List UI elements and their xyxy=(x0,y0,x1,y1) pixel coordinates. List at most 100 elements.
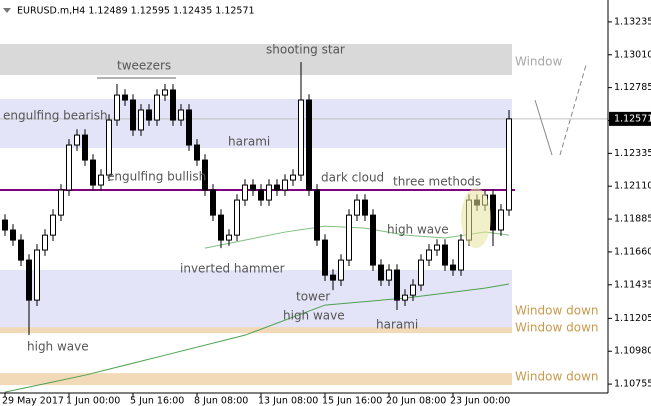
candle-body xyxy=(82,134,88,161)
annotation: three methods xyxy=(393,175,481,189)
candle-body xyxy=(370,214,376,266)
y-tick-label: 1.11435 xyxy=(614,279,651,290)
candle-body xyxy=(434,244,440,251)
candle-body xyxy=(34,249,40,301)
y-tick-label: 1.11660 xyxy=(614,246,651,257)
candle-body xyxy=(242,184,248,201)
candle-body xyxy=(26,259,32,301)
candle-body xyxy=(50,214,56,236)
candle-body xyxy=(98,174,104,186)
symbol-header: EURUSD.m,H4 1.12489 1.12595 1.12435 1.12… xyxy=(17,6,255,17)
candle-body xyxy=(90,159,96,186)
annotation: Window down xyxy=(515,304,599,318)
candle-body xyxy=(450,264,456,271)
menu-icon[interactable] xyxy=(3,8,11,13)
annotation: tower xyxy=(296,290,330,304)
annotation: inverted hammer xyxy=(180,262,285,276)
moving-average xyxy=(4,283,510,393)
annotation: engulfing bearish xyxy=(3,109,108,123)
candle-body xyxy=(498,209,504,231)
y-tick-label: 1.12335 xyxy=(614,148,651,159)
candle-body xyxy=(58,189,64,216)
candle-body xyxy=(10,229,16,241)
y-tick-label: 1.10980 xyxy=(614,346,651,357)
axes: 1.132351.130101.127851.125601.123351.121… xyxy=(2,16,651,406)
last-price-box xyxy=(609,111,651,126)
candle-body xyxy=(186,109,192,146)
annotation: Window xyxy=(515,55,563,69)
candle-body xyxy=(330,274,336,281)
candle-body xyxy=(418,259,424,286)
annotation: high wave xyxy=(387,223,449,237)
candle-body xyxy=(218,214,224,241)
candle-body xyxy=(234,199,240,236)
y-tick-label: 1.11205 xyxy=(614,313,651,324)
candle-body xyxy=(162,89,168,96)
candle-body xyxy=(282,179,288,191)
candle-body xyxy=(346,214,352,261)
candle-body xyxy=(378,264,384,281)
annotation: tweezers xyxy=(117,59,171,73)
candle-body xyxy=(362,199,368,216)
x-tick-label: 15 Jun 16:00 xyxy=(322,396,382,406)
annotation: harami xyxy=(376,318,418,332)
candle-body xyxy=(306,99,312,191)
candle-body xyxy=(290,174,296,181)
annotation: Window down xyxy=(515,321,599,335)
candle-body xyxy=(266,184,272,201)
candle-body xyxy=(490,194,496,231)
candle-body xyxy=(410,284,416,296)
zone xyxy=(0,270,512,331)
y-tick-label: 1.12110 xyxy=(614,181,651,192)
x-tick-label: 5 Jun 16:00 xyxy=(130,396,184,406)
y-tick-label: 1.11885 xyxy=(614,214,651,225)
forecast-line xyxy=(534,99,553,156)
zone xyxy=(0,373,512,386)
candle-body xyxy=(458,239,464,271)
candle-body xyxy=(170,89,176,121)
candle-body xyxy=(2,219,8,231)
candle-body xyxy=(250,184,256,191)
zone xyxy=(0,43,512,76)
x-tick-label: 8 Jun 08:00 xyxy=(194,396,248,406)
candle-body xyxy=(122,94,128,101)
annotation: harami xyxy=(228,135,270,149)
candle-body xyxy=(154,94,160,121)
zones xyxy=(0,43,512,386)
candle-body xyxy=(194,144,200,161)
x-tick-label: 13 Jun 08:00 xyxy=(258,396,318,406)
candle-body xyxy=(178,109,184,121)
candle-body xyxy=(66,144,72,191)
last-price-label: 1.12571 xyxy=(614,113,651,124)
candle-body xyxy=(298,99,304,176)
three-methods-highlight xyxy=(461,188,491,248)
annotation: Window down xyxy=(515,370,599,384)
candle-body xyxy=(226,234,232,241)
zone xyxy=(0,327,512,334)
candle-body xyxy=(74,134,80,146)
candle-body xyxy=(506,118,512,211)
x-tick-label: 1 Jun 00:00 xyxy=(66,396,120,406)
candle-body xyxy=(146,109,152,121)
candle-body xyxy=(202,159,208,191)
candle-body xyxy=(314,189,320,241)
marks xyxy=(0,62,608,393)
annotation: high wave xyxy=(283,309,345,323)
candle-body xyxy=(138,109,144,131)
y-tick-label: 1.12785 xyxy=(614,82,651,93)
annotation: dark cloud xyxy=(321,171,384,185)
candle-body xyxy=(42,234,48,251)
annotation: high wave xyxy=(27,340,89,354)
annotation: shooting star xyxy=(266,43,345,57)
x-tick-label: 29 May 2017 xyxy=(2,396,64,406)
candle-body xyxy=(442,244,448,266)
candle-body xyxy=(114,94,120,121)
x-tick-label: 20 Jun 08:00 xyxy=(386,396,446,406)
candle-body xyxy=(274,184,280,191)
forecast-line xyxy=(559,64,587,156)
candle-body xyxy=(394,269,400,301)
candle-body xyxy=(322,239,328,276)
candle-body xyxy=(106,119,112,176)
candle-body xyxy=(338,259,344,281)
